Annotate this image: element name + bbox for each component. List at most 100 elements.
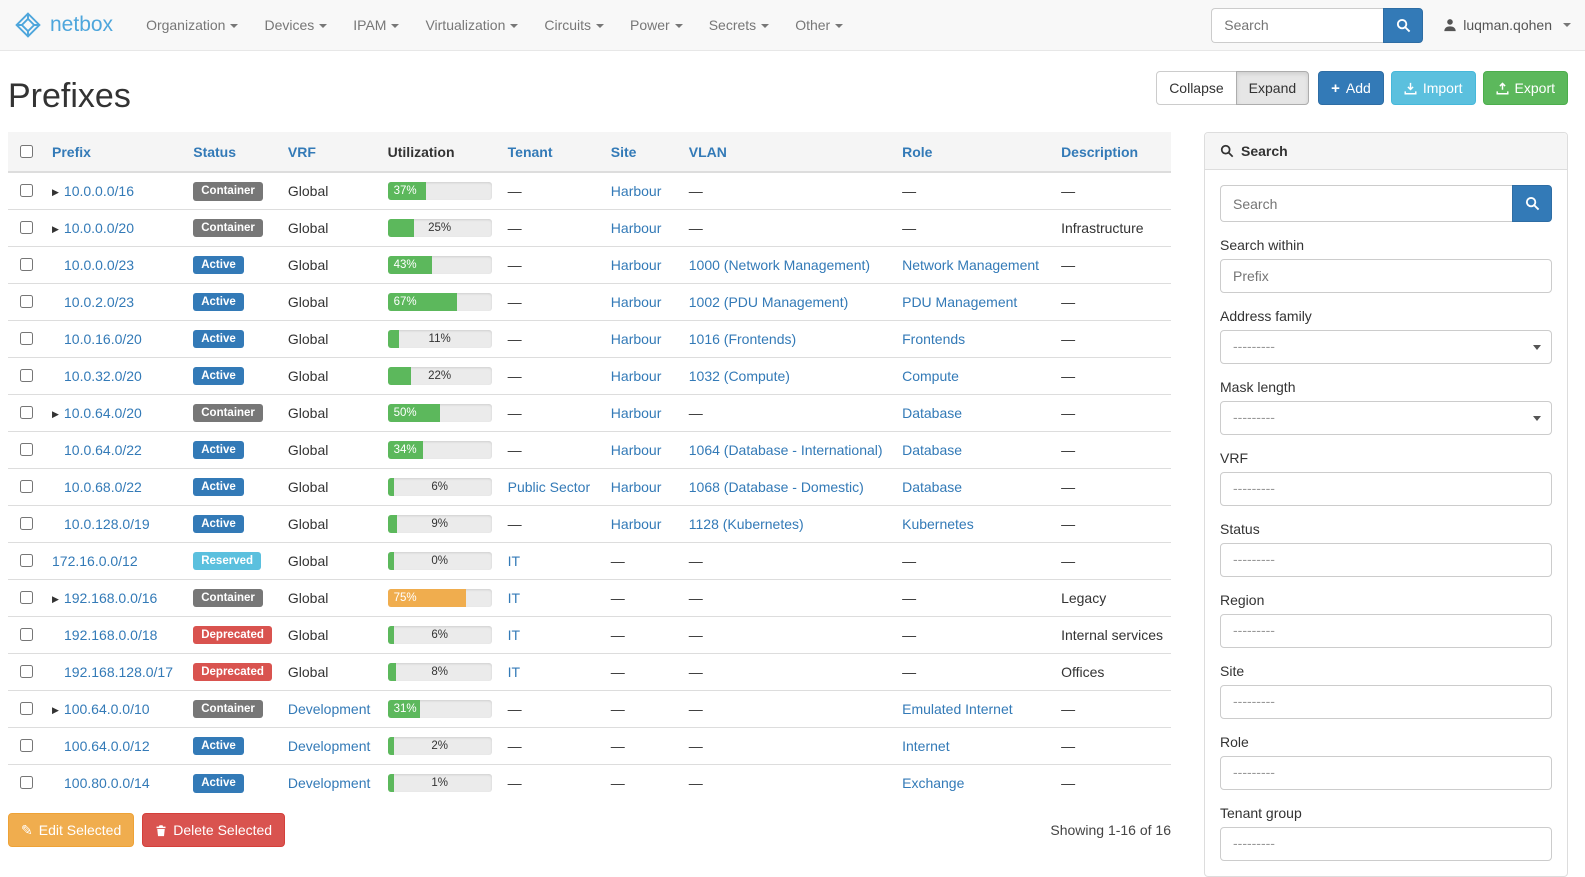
filter-site-select[interactable]: --------- (1220, 685, 1552, 719)
row-checkbox[interactable] (20, 369, 33, 383)
tenant-link[interactable]: Public Sector (507, 478, 591, 495)
nav-item-ipam[interactable]: IPAM (340, 0, 412, 50)
expand-button[interactable]: Expand (1235, 71, 1310, 105)
role-link[interactable]: Kubernetes (902, 515, 974, 532)
prefix-link[interactable]: 100.64.0.0/12 (64, 737, 150, 754)
site-link[interactable]: Harbour (610, 219, 662, 236)
vlan-link[interactable]: 1128 (Kubernetes) (688, 515, 804, 532)
vlan-link[interactable]: 1000 (Network Management) (688, 256, 871, 273)
prefix-link[interactable]: 192.168.0.0/18 (64, 626, 158, 643)
vlan-link[interactable]: 1002 (PDU Management) (688, 293, 849, 310)
role-link[interactable]: Database (902, 404, 963, 421)
row-checkbox[interactable] (20, 776, 33, 790)
column-header-vlan[interactable]: VLAN (680, 132, 895, 173)
row-checkbox[interactable] (20, 739, 33, 753)
prefix-link[interactable]: 10.0.128.0/19 (64, 515, 150, 532)
column-header-tenant[interactable]: Tenant (499, 132, 603, 173)
nav-item-power[interactable]: Power (617, 0, 696, 50)
vrf-link[interactable]: Development (287, 774, 371, 791)
filter-address-family-select[interactable]: --------- (1220, 330, 1552, 364)
tenant-link[interactable]: IT (507, 552, 521, 569)
prefix-link[interactable]: 100.80.0.0/14 (64, 774, 150, 791)
site-link[interactable]: Harbour (610, 330, 662, 347)
filter-search-within-input[interactable] (1220, 259, 1552, 293)
vlan-link[interactable]: 1064 (Database - International) (688, 441, 883, 458)
nav-item-virtualization[interactable]: Virtualization (412, 0, 531, 50)
prefix-link[interactable]: 172.16.0.0/12 (52, 552, 138, 569)
netbox-brand[interactable]: netbox (14, 11, 113, 39)
prefix-link[interactable]: 10.0.2.0/23 (64, 293, 135, 310)
filter-tenant-group-select[interactable]: --------- (1220, 827, 1552, 861)
collapse-button[interactable]: Collapse (1156, 71, 1237, 105)
filter-search-input[interactable] (1220, 185, 1512, 222)
delete-selected-button[interactable]: Delete Selected (142, 813, 286, 848)
role-link[interactable]: Database (902, 441, 963, 458)
filter-mask-length-select[interactable]: --------- (1220, 401, 1552, 435)
expand-toggle-icon[interactable]: ▶ (52, 704, 59, 715)
row-checkbox[interactable] (20, 554, 33, 568)
import-button[interactable]: Import (1390, 71, 1476, 105)
nav-item-other[interactable]: Other (782, 0, 856, 50)
expand-toggle-icon[interactable]: ▶ (52, 223, 59, 234)
vlan-link[interactable]: 1068 (Database - Domestic) (688, 478, 864, 495)
filter-vrf-select[interactable]: --------- (1220, 472, 1552, 506)
filter-region-select[interactable]: --------- (1220, 614, 1552, 648)
column-header-prefix[interactable]: Prefix (44, 132, 186, 173)
vlan-link[interactable]: 1016 (Frontends) (688, 330, 797, 347)
prefix-link[interactable]: 100.64.0.0/10 (63, 700, 150, 717)
row-checkbox[interactable] (20, 591, 33, 605)
site-link[interactable]: Harbour (610, 182, 662, 199)
site-link[interactable]: Harbour (610, 293, 662, 310)
tenant-link[interactable]: IT (507, 589, 521, 606)
role-link[interactable]: Emulated Internet (902, 700, 1013, 717)
role-link[interactable]: Internet (902, 737, 950, 754)
row-checkbox[interactable] (20, 480, 33, 494)
role-link[interactable]: Compute (902, 367, 959, 384)
role-link[interactable]: PDU Management (902, 293, 1018, 310)
row-checkbox[interactable] (20, 702, 33, 716)
column-header-vrf[interactable]: VRF (279, 132, 380, 173)
tenant-link[interactable]: IT (507, 626, 521, 643)
column-header-description[interactable]: Description (1053, 132, 1171, 173)
nav-item-organization[interactable]: Organization (133, 0, 251, 50)
prefix-link[interactable]: 10.0.68.0/22 (64, 478, 142, 495)
site-link[interactable]: Harbour (610, 515, 662, 532)
vrf-link[interactable]: Development (287, 737, 371, 754)
site-link[interactable]: Harbour (610, 404, 662, 421)
role-link[interactable]: Frontends (902, 330, 966, 347)
row-checkbox[interactable] (20, 258, 33, 272)
prefix-link[interactable]: 10.0.16.0/20 (64, 330, 142, 347)
site-link[interactable]: Harbour (610, 478, 662, 495)
vrf-link[interactable]: Development (287, 700, 371, 717)
prefix-link[interactable]: 10.0.32.0/20 (64, 367, 142, 384)
expand-toggle-icon[interactable]: ▶ (52, 186, 59, 197)
site-link[interactable]: Harbour (610, 367, 662, 384)
row-checkbox[interactable] (20, 443, 33, 457)
nav-item-devices[interactable]: Devices (251, 0, 340, 50)
row-checkbox[interactable] (20, 295, 33, 309)
nav-item-circuits[interactable]: Circuits (531, 0, 617, 50)
prefix-link[interactable]: 10.0.0.0/20 (63, 219, 134, 236)
user-menu[interactable]: luqman.qohen (1443, 17, 1571, 33)
role-link[interactable]: Exchange (902, 774, 965, 791)
site-link[interactable]: Harbour (610, 256, 662, 273)
prefix-link[interactable]: 10.0.0.0/16 (63, 182, 134, 199)
site-link[interactable]: Harbour (610, 441, 662, 458)
expand-toggle-icon[interactable]: ▶ (52, 408, 59, 419)
select-all-checkbox[interactable] (20, 145, 33, 158)
prefix-link[interactable]: 192.168.128.0/17 (64, 663, 173, 680)
row-checkbox[interactable] (20, 406, 33, 420)
role-link[interactable]: Network Management (902, 256, 1040, 273)
row-checkbox[interactable] (20, 628, 33, 642)
column-header-site[interactable]: Site (602, 132, 681, 173)
edit-selected-button[interactable]: ✎ Edit Selected (8, 813, 135, 848)
vlan-link[interactable]: 1032 (Compute) (688, 367, 790, 384)
filter-role-select[interactable]: --------- (1220, 756, 1552, 790)
row-checkbox[interactable] (20, 517, 33, 531)
column-header-status[interactable]: Status (185, 132, 280, 173)
row-checkbox[interactable] (20, 665, 33, 679)
tenant-link[interactable]: IT (507, 663, 521, 680)
prefix-link[interactable]: 10.0.0.0/23 (64, 256, 135, 273)
role-link[interactable]: Database (902, 478, 963, 495)
nav-item-secrets[interactable]: Secrets (696, 0, 782, 50)
